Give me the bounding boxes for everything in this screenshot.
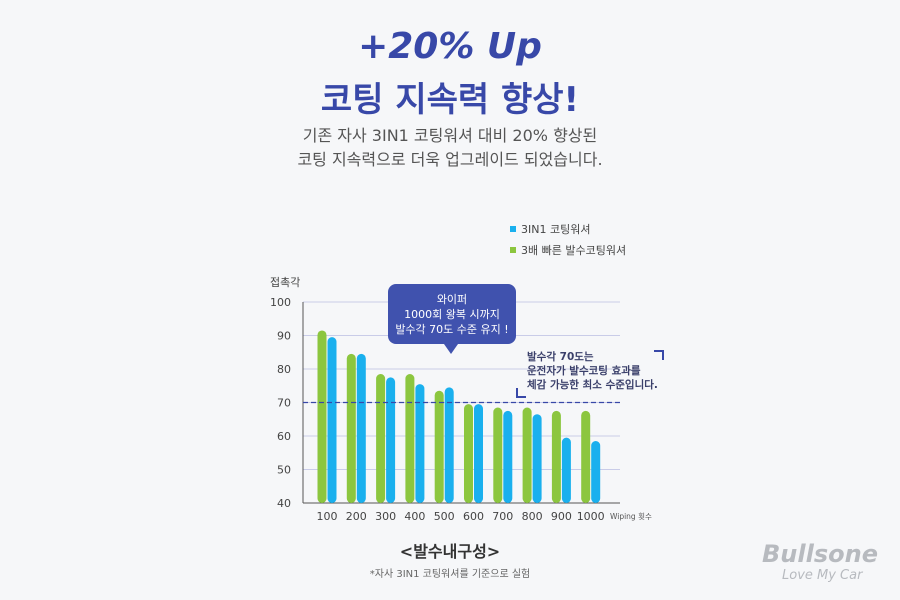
x-tick-label: 300 [375,510,396,523]
bar-3in1-700 [503,410,513,503]
bar-fast-200 [346,353,356,503]
legend-swatch-blue [510,226,516,232]
x-tick-label: 700 [492,510,513,523]
bar-3in1-800 [532,414,542,503]
legend-item-fast: 3배 빠른 발수코팅워셔 [510,241,626,259]
brand-name: Bullsone [762,540,878,568]
y-axis-label: 접촉각 [270,276,300,289]
bar-3in1-200 [356,353,366,503]
chart-caption: <발수내구성> [399,542,501,561]
legend-label-3in1: 3IN1 코팅워셔 [521,223,591,236]
bar-fast-100 [317,330,327,503]
note-line-3: 체감 가능한 최소 수준입니다. [527,379,658,391]
bar-3in1-400 [415,384,425,503]
y-tick-label: 40 [277,497,291,510]
threshold-note: 발수각 70도는 운전자가 발수코팅 효과를 체감 가능한 최소 수준입니다. [527,350,658,392]
brand-tagline: Love My Car [782,568,863,583]
legend-swatch-green [510,247,516,253]
legend-label-fast: 3배 빠른 발수코팅워셔 [521,244,627,257]
bar-3in1-500 [444,387,454,503]
bar-fast-700 [493,407,503,503]
x-tick-label: 800 [522,510,543,523]
y-tick-label: 80 [277,363,291,376]
bar-3in1-600 [474,404,483,503]
bar-3in1-1000 [591,441,601,503]
headline-percent: +20% Up [358,26,542,67]
note-line-2: 운전자가 발수코팅 효과를 [527,365,641,377]
brand-logo: Bullsone Love My Car [762,540,878,583]
bar-3in1-900 [561,437,571,503]
headline-title: 코팅 지속력 향상! [320,80,580,120]
x-tick-label: 1000 [577,510,605,523]
footnote: *자사 3IN1 코팅워셔를 기준으로 실험 [369,569,531,580]
bar-fast-300 [376,374,386,503]
y-tick-label: 100 [270,296,291,309]
bar-3in1-100 [327,337,337,503]
bar-fast-400 [405,374,415,503]
y-tick-label: 60 [277,430,291,443]
subtitle-line-1: 기존 자사 3IN1 코팅워셔 대비 20% 향상된 [302,126,598,145]
bar-3in1-300 [386,377,396,503]
bar-fast-500 [434,390,444,503]
bar-fast-800 [522,407,532,503]
bar-fast-1000 [581,410,591,503]
x-tick-label: 500 [434,510,455,523]
subtitle-line-2: 코팅 지속력으로 더욱 업그레이드 되었습니다. [297,150,603,169]
y-tick-label: 70 [277,397,291,410]
x-tick-label: 200 [346,510,367,523]
x-tick-label: 900 [551,510,572,523]
note-bracket-top [654,350,664,360]
bar-fast-600 [464,404,473,503]
callout-bubble: 와이퍼 1000회 왕복 시까지 발수각 70도 수준 유지 ! [388,284,516,354]
callout-line-2: 1000회 왕복 시까지 [404,307,500,321]
y-tick-label: 90 [277,330,291,343]
x-tick-label: 400 [404,510,425,523]
x-tick-label: 600 [463,510,484,523]
x-tick-label: 100 [317,510,338,523]
bar-fast-900 [551,410,561,503]
legend-item-3in1: 3IN1 코팅워셔 [510,220,626,238]
note-bracket-bottom [516,388,526,398]
x-axis-label: Wiping 횟수 [610,511,652,521]
callout-line-1: 와이퍼 [436,292,468,306]
y-tick-label: 50 [277,464,291,477]
callout-line-3: 발수각 70도 수준 유지 ! [395,322,509,336]
chart-legend: 3IN1 코팅워셔 3배 빠른 발수코팅워셔 [510,220,626,262]
note-line-1: 발수각 70도는 [527,351,594,363]
